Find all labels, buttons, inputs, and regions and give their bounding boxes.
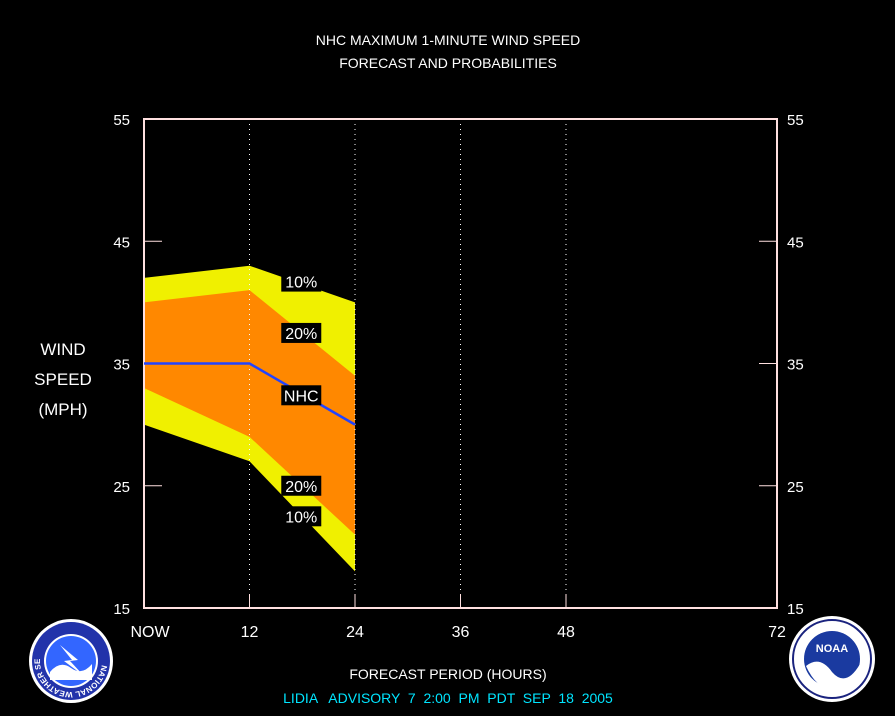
band-label-box — [281, 475, 322, 496]
y-tick-label-left: 45 — [113, 234, 130, 251]
band-label-text: 10% — [285, 275, 317, 292]
band-label-text: 10% — [285, 509, 317, 526]
y-axis-label-line1: WIND — [40, 340, 85, 359]
band-label-box — [281, 271, 322, 292]
band-label-text: 20% — [285, 479, 317, 496]
y-axis-label-line2: SPEED — [34, 370, 92, 389]
x-tick-label: NOW — [130, 624, 170, 641]
y-axis-label-line3: (MPH) — [38, 400, 87, 419]
band-20-percent — [144, 290, 355, 535]
y-tick-label-right: 15 — [787, 601, 804, 618]
y-tick-label-left: 35 — [113, 357, 130, 374]
probability-bands — [144, 265, 355, 572]
x-tick-label: 24 — [346, 624, 364, 641]
x-tick-label: 48 — [557, 624, 575, 641]
band-label-box — [281, 322, 322, 343]
chart-title-line1: NHC MAXIMUM 1-MINUTE WIND SPEED — [316, 32, 580, 48]
band-label-box — [281, 506, 322, 527]
y-tick-label-right: 55 — [787, 112, 804, 129]
y-tick-label-right: 25 — [787, 479, 804, 496]
band-label-box — [281, 385, 322, 406]
y-tick-label-left: 55 — [113, 112, 130, 129]
band-labels: 10% 20% NHC 20% 10% — [281, 271, 322, 527]
x-tick-label: 72 — [768, 624, 786, 641]
y-tick-label-right: 35 — [787, 357, 804, 374]
x-tick-label: 12 — [241, 624, 259, 641]
chart-title-line2: FORECAST AND PROBABILITIES — [339, 55, 557, 71]
noaa-logo-text: NOAA — [816, 643, 848, 655]
axis-ticks: 15 15 25 25 35 35 45 45 55 55 NOW 12 24 36 48 72 — [113, 112, 803, 641]
noaa-logo: NOAA — [789, 616, 875, 702]
advisory-line: LIDIA ADVISORY 7 2:00 PM PDT SEP 18 2005 — [283, 690, 613, 706]
y-tick-label-left: 25 — [113, 479, 130, 496]
band-label-text: NHC — [284, 388, 319, 405]
band-label-text: 20% — [285, 326, 317, 343]
y-tick-label-left: 15 — [113, 601, 130, 618]
x-tick-label: 36 — [452, 624, 470, 641]
x-axis-label: FORECAST PERIOD (HOURS) — [349, 666, 546, 682]
y-tick-label-right: 45 — [787, 234, 804, 251]
